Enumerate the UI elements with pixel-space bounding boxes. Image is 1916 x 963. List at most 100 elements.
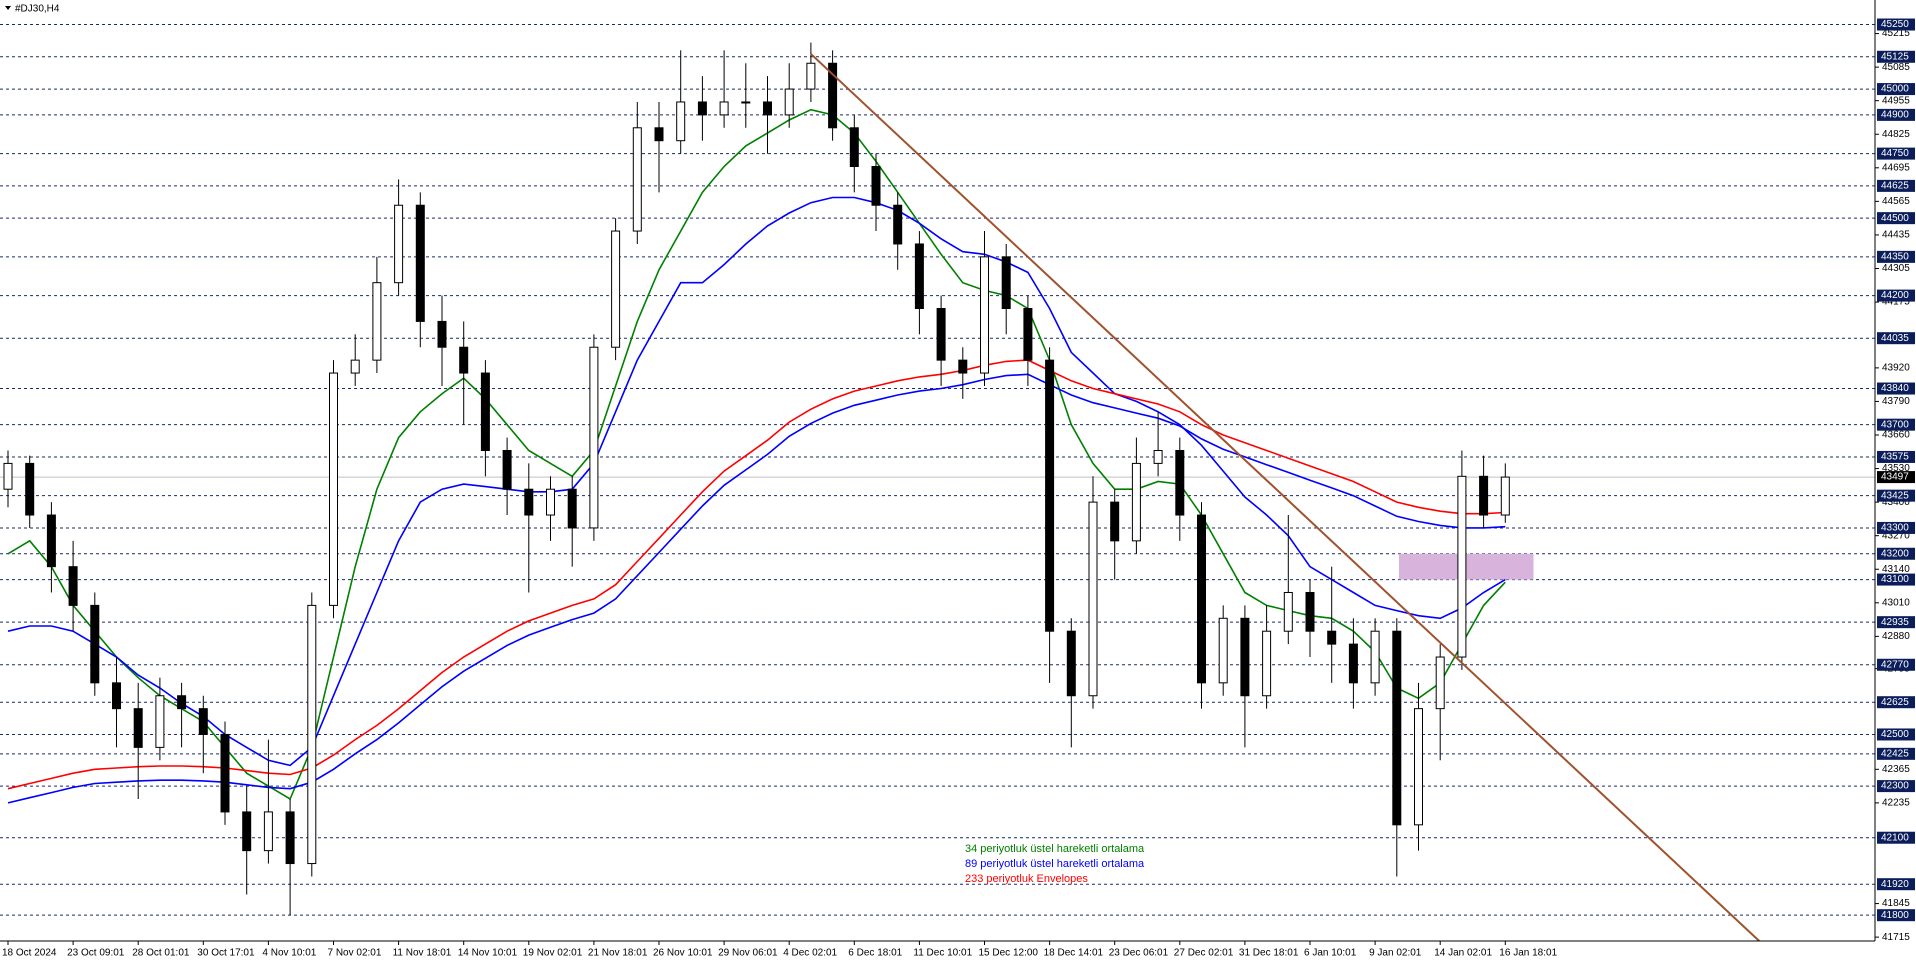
y-tick-label: 44435	[1882, 230, 1910, 241]
menu-arrow[interactable]	[5, 6, 11, 10]
x-tick-label: 11 Dec 10:01	[913, 948, 972, 959]
last-price-box	[1877, 471, 1915, 484]
level-label: 42500	[1881, 729, 1909, 740]
level-label-box	[1877, 108, 1915, 121]
level-label: 43425	[1881, 490, 1909, 501]
candle-body	[46, 514, 56, 568]
x-tick-label: 27 Dec 02:01	[1174, 948, 1234, 959]
candle-body	[198, 708, 208, 735]
indicator-line	[7, 373, 1506, 804]
y-tick-label: 41845	[1882, 898, 1910, 909]
level-label: 43300	[1881, 523, 1909, 534]
y-tick-label: 44825	[1882, 129, 1910, 140]
y-tick-label: 43140	[1882, 564, 1910, 575]
level-label-box	[1877, 18, 1915, 31]
candle-body	[719, 101, 729, 116]
level-label-box	[1877, 382, 1915, 395]
candle-body	[980, 256, 989, 374]
x-tick-label: 16 Jan 18:01	[1499, 948, 1557, 959]
level-label: 41800	[1881, 910, 1909, 921]
level-label-box	[1877, 50, 1915, 63]
candle-body	[741, 101, 751, 104]
level-label: 43100	[1881, 574, 1909, 585]
level-label: 43200	[1881, 548, 1909, 559]
candle-body	[242, 811, 252, 852]
y-tick-label: 44565	[1882, 196, 1910, 207]
level-label-box	[1877, 332, 1915, 345]
candle-body	[654, 127, 664, 142]
chart-title: #DJ30,H4	[15, 4, 60, 15]
candle-body	[1500, 476, 1510, 516]
indicator-line	[7, 359, 1506, 790]
candle-body	[1023, 308, 1033, 361]
candle-body	[329, 372, 338, 606]
level-label: 44750	[1881, 148, 1909, 159]
level-label: 41920	[1881, 879, 1909, 890]
candle-body	[155, 695, 165, 748]
x-tick-label: 15 Dec 12:00	[979, 948, 1039, 959]
level-label: 44350	[1881, 252, 1909, 263]
x-tick-label: 21 Nov 18:01	[588, 948, 648, 959]
x-tick-label: 7 Nov 02:01	[328, 948, 382, 959]
candle-body	[1392, 630, 1402, 826]
candle-body	[177, 695, 187, 710]
x-tick-label: 18 Dec 14:01	[1044, 948, 1104, 959]
level-label-box	[1877, 521, 1915, 534]
level-label: 43700	[1881, 419, 1909, 430]
level-label: 45125	[1881, 51, 1909, 62]
candle-body	[1131, 462, 1141, 542]
x-tick-label: 4 Nov 10:01	[262, 948, 316, 959]
x-tick-label: 28 Oct 01:01	[132, 948, 190, 959]
candle-body	[459, 346, 469, 374]
candle-body	[437, 320, 447, 348]
candle-body	[546, 488, 555, 516]
x-tick-label: 6 Jan 10:01	[1304, 948, 1357, 959]
last-price-label: 43497	[1881, 472, 1909, 483]
candle-body	[893, 204, 903, 245]
level-label-box	[1877, 547, 1915, 560]
y-tick-label: 45215	[1882, 28, 1910, 39]
level-label-box	[1877, 878, 1915, 891]
y-tick-label: 44305	[1882, 263, 1910, 274]
level-label: 42100	[1881, 832, 1909, 843]
candle-body	[502, 449, 512, 490]
level-label: 42425	[1881, 748, 1909, 759]
level-label: 44035	[1881, 333, 1909, 344]
legend-entry: 89 periyotluk üstel hareketli ortalama	[965, 858, 1145, 870]
y-tick-label: 43920	[1882, 363, 1910, 374]
x-tick-label: 11 Nov 18:01	[393, 948, 452, 959]
candle-body	[372, 282, 382, 361]
x-tick-label: 4 Dec 02:01	[783, 948, 837, 959]
y-tick-label: 42365	[1882, 764, 1910, 775]
y-tick-label: 43530	[1882, 463, 1910, 474]
level-label: 42625	[1881, 697, 1909, 708]
candle-body	[806, 62, 816, 90]
level-label-box	[1877, 289, 1915, 302]
indicator-line	[7, 196, 1506, 767]
y-tick-label: 43010	[1882, 597, 1910, 608]
candle-body	[1045, 359, 1055, 632]
indicator-line	[7, 108, 1506, 801]
candle-body	[958, 359, 968, 374]
y-tick-label: 45085	[1882, 62, 1910, 73]
y-tick-label: 43400	[1882, 497, 1910, 508]
level-label-box	[1877, 418, 1915, 431]
candle-body	[676, 101, 686, 142]
trend-line	[810, 53, 1760, 941]
candle-body	[1001, 256, 1011, 310]
level-label: 44625	[1881, 181, 1909, 192]
level-label-box	[1877, 696, 1915, 709]
candle-body	[1240, 617, 1250, 697]
candle-body	[784, 88, 794, 116]
y-tick-label: 42235	[1882, 798, 1910, 809]
y-tick-label: 43660	[1882, 430, 1910, 441]
x-tick-label: 23 Oct 09:01	[67, 948, 125, 959]
x-tick-label: 6 Dec 18:01	[848, 948, 902, 959]
candle-body	[828, 62, 838, 129]
candle-body	[3, 462, 13, 490]
level-label-box	[1877, 83, 1915, 96]
y-tick-label: 44175	[1882, 297, 1910, 308]
x-tick-label: 23 Dec 06:01	[1109, 948, 1169, 959]
candle-body	[1348, 643, 1358, 684]
candle-body	[285, 811, 295, 865]
